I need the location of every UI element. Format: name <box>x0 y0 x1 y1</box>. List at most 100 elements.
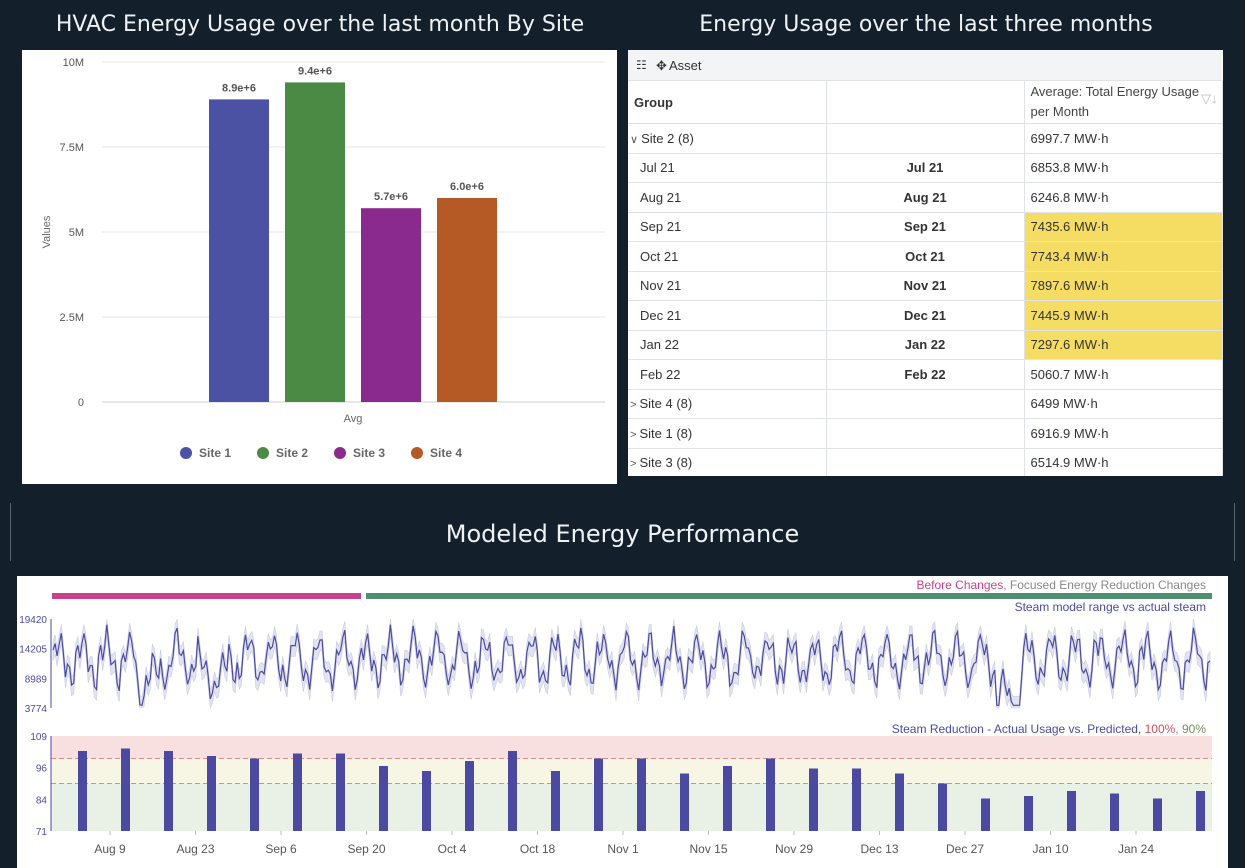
cell-period <box>826 448 1025 476</box>
zone-over-100 <box>51 736 1212 759</box>
cell-value: 7897.6 MW·h <box>1024 271 1223 301</box>
x-tick-label: Sep 6 <box>265 842 297 856</box>
bar-chart: 0 2.5M 5M 7.5M 10M Values Avg 8.9e+6 9.4e+6 5.7e+… <box>41 57 605 425</box>
x-tick-label: Nov 29 <box>775 842 813 856</box>
reduction-bar <box>465 761 474 831</box>
reduction-bar <box>207 756 216 831</box>
cell-value: 6997.7 MW·h <box>1024 123 1223 154</box>
cell-value: 7445.9 MW·h <box>1024 300 1223 331</box>
chevron-right-icon[interactable]: > <box>630 458 640 471</box>
table-group-row[interactable]: > Site 3 (8) 6514.9 MW·h <box>628 448 1223 476</box>
x-tick-label: Aug 9 <box>94 842 126 856</box>
x-tick-label: Dec 13 <box>860 842 898 856</box>
reduction-bar <box>981 798 990 831</box>
reduction-bar <box>121 748 130 831</box>
reduction-bar <box>637 758 646 831</box>
bar-chart-panel: 0 2.5M 5M 7.5M 10M Values Avg 8.9e+6 9.4e+6 5.7e+… <box>22 50 617 484</box>
legend-site-1[interactable]: Site 1 <box>180 446 231 460</box>
bar-data-label: 8.9e+6 <box>222 82 256 94</box>
asset-move-icon[interactable]: ✥ <box>656 58 667 73</box>
cell-period: Jan 22 <box>826 330 1025 360</box>
reduction-y-tick-label: 96 <box>36 764 48 775</box>
cell-group-label: Jan 22 <box>640 337 680 353</box>
x-tick-label: Nov 15 <box>689 842 727 856</box>
table-row[interactable]: Sep 21 Sep 21 7435.6 MW·h <box>628 212 1223 242</box>
chevron-down-icon[interactable]: ∨ <box>630 133 642 146</box>
bar-site-1 <box>209 99 269 403</box>
cell-value: 6853.8 MW·h <box>1024 153 1223 183</box>
asset-button[interactable]: Asset <box>669 58 702 73</box>
cell-period: Dec 21 <box>826 300 1025 331</box>
actual-steam-line <box>52 624 1211 707</box>
cell-group-label: Oct 21 <box>640 248 679 264</box>
cell-group-label: Sep 21 <box>640 219 682 235</box>
table-group-row[interactable]: ∨ Site 2 (8) 6997.7 MW·h <box>628 123 1223 154</box>
x-tick-label: Aug 23 <box>176 842 214 856</box>
table-menu-icon[interactable]: ☷ <box>636 58 647 72</box>
steam-y-tick-label: 19420 <box>19 615 47 626</box>
reduction-label-text: Steam Reduction - Actual Usage vs. Predi… <box>891 722 1145 736</box>
legend-site-2[interactable]: Site 2 <box>257 446 308 460</box>
steam-y-tick-label: 3774 <box>25 704 48 715</box>
cell-group: Sep 21 <box>628 212 827 242</box>
table-group-row[interactable]: > Site 4 (8) 6499 MW·h <box>628 389 1223 419</box>
reduction-bar <box>250 758 259 831</box>
chevron-right-icon[interactable]: > <box>630 399 640 412</box>
legend-dot-site-1 <box>180 447 192 459</box>
bar-data-label: 9.4e+6 <box>298 65 332 77</box>
reduction-bar <box>78 751 87 831</box>
table-row[interactable]: Jul 21 Jul 21 6853.8 MW·h <box>628 153 1223 183</box>
reduction-bar <box>422 771 431 831</box>
y-tick-label: 5M <box>69 227 84 239</box>
reduction-bar <box>336 753 345 831</box>
reduction-bar <box>508 751 517 831</box>
filter-sort-icon[interactable]: ▽↓ <box>1201 91 1218 106</box>
bar-site-2 <box>285 82 345 403</box>
reduction-90-label: 90% <box>1181 722 1206 736</box>
reduction-bar <box>809 768 818 831</box>
table-group-row[interactable]: > Site 1 (8) 6916.9 MW·h <box>628 418 1223 449</box>
x-tick-label: Oct 4 <box>438 842 467 856</box>
cell-value: 5060.7 MW·h <box>1024 359 1223 390</box>
reduction-pct-sep: , <box>1175 722 1182 736</box>
table-row[interactable]: Dec 21 Dec 21 7445.9 MW·h <box>628 300 1223 331</box>
legend-site-3[interactable]: Site 3 <box>334 446 385 460</box>
legend-after-changes[interactable]: Focused Energy Reduction Changes <box>1009 578 1206 592</box>
cell-period: Aug 21 <box>826 182 1025 213</box>
chevron-right-icon[interactable]: > <box>630 428 640 441</box>
before-changes-bar <box>52 593 361 599</box>
x-tick-label: Oct 18 <box>520 842 556 856</box>
legend-site-4[interactable]: Site 4 <box>411 446 462 460</box>
after-changes-bar <box>366 593 1212 599</box>
x-tick-label: Dec 27 <box>946 842 984 856</box>
legend-label-site-2: Site 2 <box>276 446 309 460</box>
y-tick-label: 2.5M <box>60 312 84 324</box>
cell-group-label: Site 3 (8) <box>639 455 693 471</box>
table-row[interactable]: Nov 21 Nov 21 7897.6 MW·h <box>628 271 1223 301</box>
legend-dot-site-4 <box>411 447 424 459</box>
cell-group: ∨ Site 2 (8) <box>628 123 827 154</box>
cell-group-label: Jul 21 <box>640 160 675 176</box>
col-header-group[interactable]: Group <box>628 81 827 124</box>
modeled-title: Modeled Energy Performance <box>445 520 800 548</box>
cell-value: 6499 MW·h <box>1024 389 1223 419</box>
reduction-bar <box>164 751 173 831</box>
reduction-bar <box>1196 791 1205 831</box>
col-header-value[interactable]: Average: Total Energy Usage per Month ▽↓ <box>1024 81 1223 124</box>
legend-dot-site-2 <box>257 447 270 459</box>
cell-period <box>826 418 1025 449</box>
bar-panel-title: HVAC Energy Usage over the last month By… <box>55 12 585 37</box>
bar-data-label: 6.0e+6 <box>450 181 484 193</box>
table-row[interactable]: Feb 22 Feb 22 5060.7 MW·h <box>628 359 1223 390</box>
reduction-bar <box>766 758 775 831</box>
legend-before-changes[interactable]: Before Changes <box>916 578 1004 592</box>
table-panel: ☷ ✥ Asset Group Average: Total Energy Us… <box>628 50 1223 476</box>
legend-separator: , <box>1003 578 1010 592</box>
phase-legend: Before Changes, Focused Energy Reduction… <box>916 578 1206 592</box>
table-row[interactable]: Jan 22 Jan 22 7297.6 MW·h <box>628 330 1223 360</box>
divider-left <box>10 503 11 561</box>
table-row[interactable]: Oct 21 Oct 21 7743.4 MW·h <box>628 241 1223 272</box>
cell-value: 6514.9 MW·h <box>1024 448 1223 476</box>
reduction-bar <box>1067 791 1076 831</box>
table-row[interactable]: Aug 21 Aug 21 6246.8 MW·h <box>628 182 1223 213</box>
